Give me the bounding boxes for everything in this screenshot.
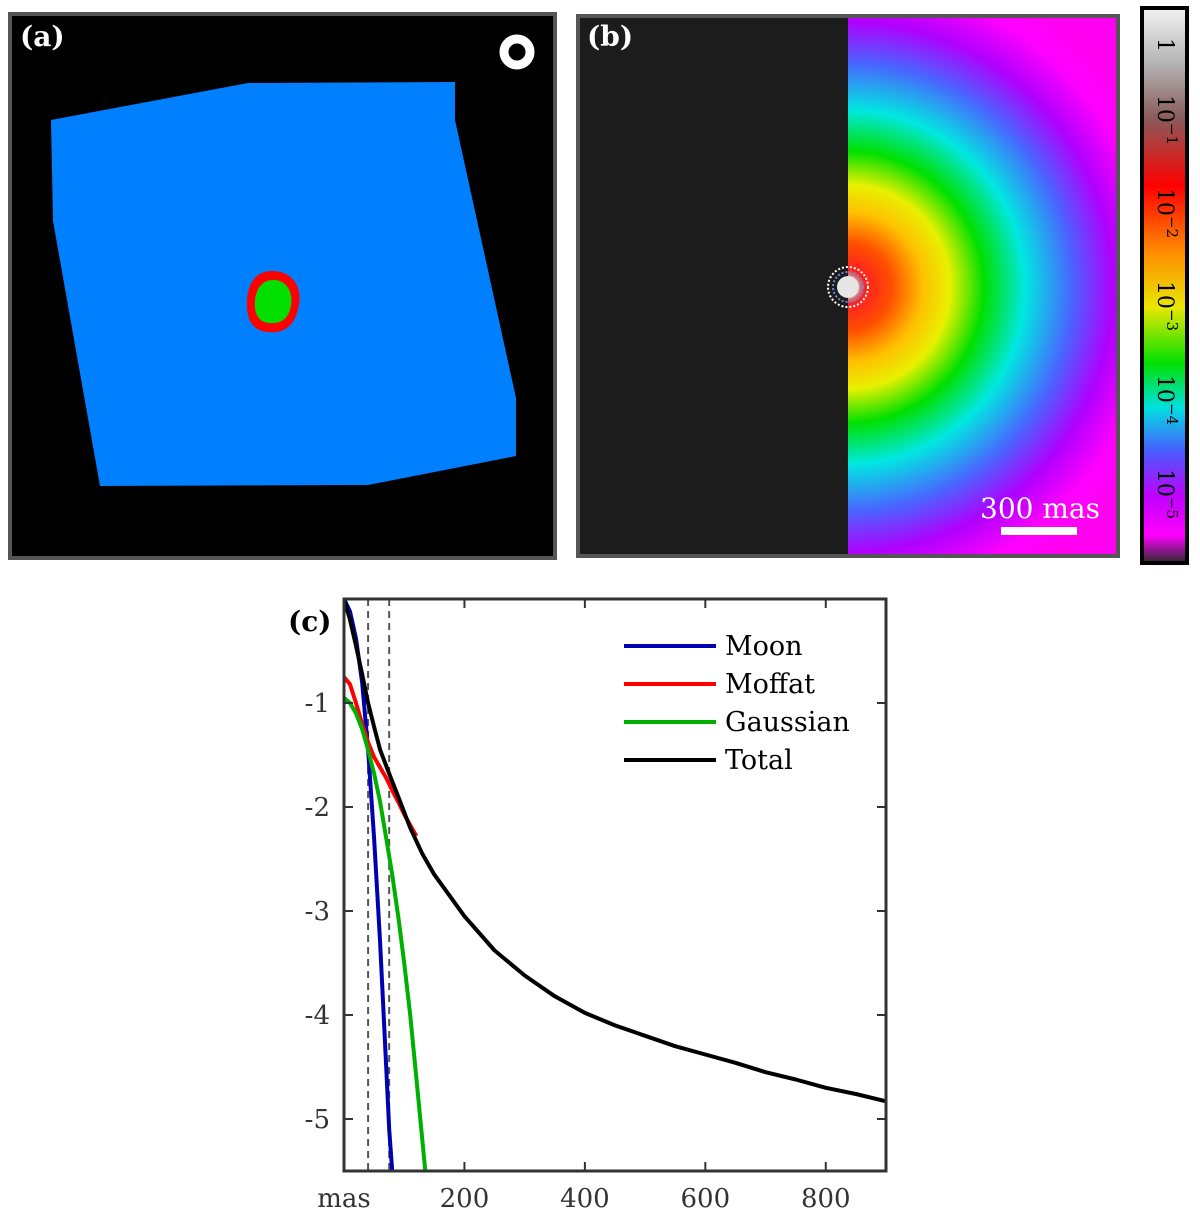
panel-c: 200 400 600 800 mas -1 -2 -3 -4 -5 Moon Moffat Gaus… bbox=[288, 597, 888, 1214]
core-ring-outer bbox=[827, 266, 869, 308]
tick-labels: 200 400 600 800 mas -1 -2 -3 -4 -5 bbox=[305, 689, 851, 1214]
panel-c-label: (c) bbox=[288, 605, 332, 638]
colorbar-tick-label: 1 bbox=[1152, 38, 1177, 52]
panel-b-label: (b) bbox=[587, 20, 633, 53]
legend-label-moon: Moon bbox=[725, 631, 803, 662]
x-tick-label: 200 bbox=[440, 1184, 490, 1214]
x-tick-label: 800 bbox=[801, 1184, 851, 1214]
y-tick-label: -1 bbox=[305, 689, 330, 719]
series-line-gaussian bbox=[344, 696, 428, 1171]
beam-marker bbox=[499, 34, 535, 70]
psf-core bbox=[837, 276, 859, 298]
colorbar-gradient bbox=[1140, 6, 1189, 565]
colorbar-tick-exponent: −4 bbox=[1163, 403, 1181, 425]
panel-a: (a) bbox=[8, 12, 557, 560]
core-ring-inner bbox=[832, 271, 864, 303]
x-tick-label: 400 bbox=[560, 1184, 610, 1214]
plot-frame bbox=[342, 597, 888, 1173]
y-tick-label: -2 bbox=[305, 793, 330, 823]
legend-label-total: Total bbox=[725, 745, 793, 776]
colorbar-tick-exponent: −1 bbox=[1163, 123, 1181, 145]
legend-label-gaussian: Gaussian bbox=[725, 707, 850, 738]
plot-area bbox=[344, 599, 886, 1171]
y-tick-label: -5 bbox=[305, 1105, 330, 1135]
core-region bbox=[254, 280, 292, 324]
x-origin-label: mas bbox=[317, 1184, 371, 1214]
colorbar-tick-exponent: −3 bbox=[1163, 309, 1181, 331]
psf-halo-map bbox=[848, 18, 1116, 554]
panel-a-label: (a) bbox=[20, 20, 65, 53]
colorbar-tick-exponent: −2 bbox=[1163, 216, 1181, 238]
legend-label-moffat: Moffat bbox=[725, 669, 815, 700]
scalebar-label: 300 mas bbox=[980, 492, 1100, 525]
series-lines bbox=[344, 599, 886, 1171]
y-tick-label: -4 bbox=[305, 1001, 330, 1031]
series-line-total bbox=[344, 599, 886, 1104]
panel-b-frame bbox=[576, 14, 1120, 558]
colorbar-tick-label: 10−4 bbox=[1152, 375, 1181, 425]
colorbar-tick-exponent: −5 bbox=[1163, 497, 1181, 519]
panel-b: 300 mas (b) bbox=[576, 14, 1120, 558]
y-tick-label: -3 bbox=[305, 897, 330, 927]
legend: Moon Moffat Gaussian Total bbox=[624, 631, 850, 776]
colorbar-tick-label: 10−2 bbox=[1152, 188, 1181, 238]
colorbar: 110−110−210−310−410−5 bbox=[1140, 6, 1189, 565]
x-tick-label: 600 bbox=[681, 1184, 731, 1214]
scalebar bbox=[1001, 527, 1077, 535]
